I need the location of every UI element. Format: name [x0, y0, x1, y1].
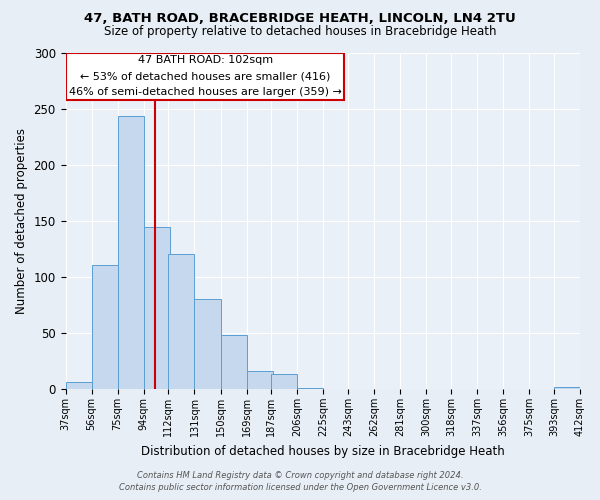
Bar [169, 254, 194, 389]
Bar [298, 388, 323, 389]
Bar [247, 371, 272, 389]
Text: Size of property relative to detached houses in Bracebridge Heath: Size of property relative to detached ho… [104, 25, 496, 38]
Bar [144, 228, 170, 389]
Y-axis label: Number of detached properties: Number of detached properties [15, 128, 28, 314]
Bar [65, 382, 92, 389]
Bar [194, 300, 221, 389]
FancyBboxPatch shape [66, 52, 344, 100]
Bar [554, 387, 580, 389]
Text: Contains HM Land Registry data © Crown copyright and database right 2024.
Contai: Contains HM Land Registry data © Crown c… [119, 471, 481, 492]
Text: 47, BATH ROAD, BRACEBRIDGE HEATH, LINCOLN, LN4 2TU: 47, BATH ROAD, BRACEBRIDGE HEATH, LINCOL… [84, 12, 516, 26]
X-axis label: Distribution of detached houses by size in Bracebridge Heath: Distribution of detached houses by size … [141, 444, 505, 458]
Bar [118, 116, 144, 389]
Bar [271, 374, 298, 389]
Text: 46% of semi-detached houses are larger (359) →: 46% of semi-detached houses are larger (… [68, 87, 341, 97]
Bar [221, 335, 247, 389]
Text: 47 BATH ROAD: 102sqm: 47 BATH ROAD: 102sqm [137, 56, 272, 66]
Bar [92, 264, 118, 389]
Text: ← 53% of detached houses are smaller (416): ← 53% of detached houses are smaller (41… [80, 71, 331, 81]
